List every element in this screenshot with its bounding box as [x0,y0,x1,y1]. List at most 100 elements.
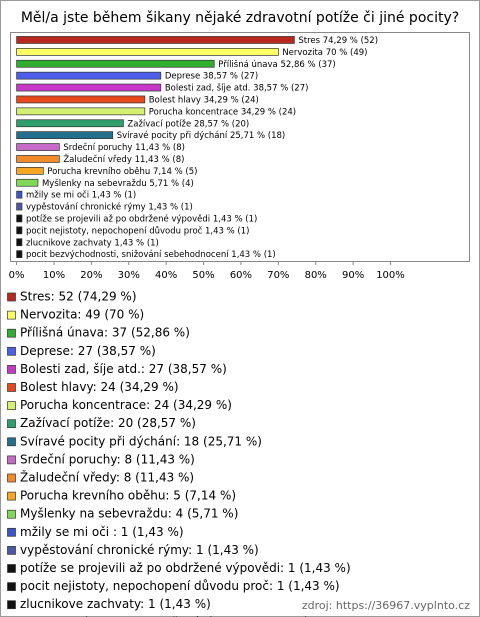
category-label: Myšlenky na sebevraždu [42,177,147,188]
bar-label: Stres 74,29 % (52) [298,35,378,45]
legend-swatch [7,401,16,410]
category-label: Porucha krevního oběhu [47,166,150,176]
value-label: 74,29 % (52) [323,35,378,45]
legend-swatch [7,328,16,338]
value-label: 1,43 % (1) [92,190,136,200]
bar-label: Porucha krevního oběhu 7,14 % (5) [47,166,197,176]
bar [16,250,23,258]
value-label: 11,43 % (8) [135,154,185,164]
value-label: 38,57 % (27) [253,83,308,93]
bar [16,226,23,235]
x-tick-label: 10% [43,270,65,281]
bar [16,155,60,163]
value-label: 1,43 % (1) [148,202,192,212]
bar [16,214,23,223]
x-tick-label: 60% [230,270,252,281]
plot-area [10,32,470,262]
legend-swatch [7,527,16,537]
legend-swatch [7,310,16,320]
value-label: 1,43 % (1) [114,238,158,248]
x-tick-label: 0% [9,270,25,281]
bar [16,167,44,175]
bar [16,119,124,128]
category-label: Žaludeční vředy [63,152,132,164]
legend-swatch [7,473,16,483]
bar [16,36,295,44]
legend-swatch [7,564,16,573]
bar-label: Žaludeční vředy 11,43 % (8) [63,152,184,164]
bar-label: potíže se projevili až po obdržené výpov… [26,213,257,224]
bar-label: Svíravé pocity při dýchání 25,71 % (18) [117,130,286,141]
bar-label: Bolesti zad, šíje atd. 38,57 % (27) [165,82,309,93]
legend-swatch [7,509,16,519]
bar-label: pocit nejistoty, nepochopení důvodu proč… [26,225,250,236]
legend-label: zlucnikove zachvaty: 1 (1,43 %) [20,597,211,611]
value-label: 25,71 % (18) [230,131,285,141]
legend-swatch [7,437,16,447]
bar [16,95,146,104]
value-label: 7,14 % (5) [153,166,197,176]
legend-swatch [7,546,16,555]
value-label: 11,43 % (8) [135,143,185,153]
value-label: 38,57 % (27) [203,71,258,81]
bar-label: pocit bezvýchodnosti, snižování sebehodn… [26,250,276,260]
category-label: pocit nejistoty, nepochopení důvodu proč [26,225,203,236]
legend-label: Bolest hlavy: 24 (34,29 %) [20,380,179,394]
value-label: 34,29 % (24) [204,95,259,105]
category-label: pocit bezvýchodnosti, snižování sebehodn… [26,250,229,260]
legend-label: mžily se mi oči : 1 (1,43 %) [20,525,184,539]
value-label: 5,71 % (4) [149,178,193,188]
x-tick-label: 90% [342,270,364,281]
legend-label: Nervozita: 49 (70 %) [20,308,144,322]
x-tick-label: 80% [305,270,327,281]
bar-label: zlucnikove zachvaty 1,43 % (1) [26,238,159,248]
category-label: Deprese [165,71,200,81]
value-label: 1,43 % (1) [205,226,249,236]
legend-label: Zažívací potíže: 20 (28,57 %) [20,416,196,430]
x-tick-label: 40% [155,270,177,281]
bar-label: Porucha koncentrace 34,29 % (24) [149,107,296,117]
legend-label: Porucha koncentrace: 24 (34,29 %) [20,398,232,412]
legend-label: pocit bezvýchodnosti, snižování sebehodn… [20,615,377,617]
category-label: Zažívací potíže [127,119,191,129]
bar [16,107,146,116]
category-label: Stres [298,35,320,45]
category-label: Bolesti zad, šíje atd. [165,82,251,93]
legend-label: Bolesti zad, šíje atd.: 27 (38,57 %) [20,362,227,376]
x-tick-label: 100% [376,270,405,281]
bar-label: Bolest hlavy 34,29 % (24) [149,95,259,105]
bar-label: Přílišná únava 52,86 % (37) [218,58,335,69]
legend-label: Srdeční poruchy: 8 (11,43 %) [20,452,195,466]
legend-label: Žaludeční vředy: 8 (11,43 %) [20,470,194,485]
category-label: mžily se mi oči [26,189,89,200]
category-label: Srdeční poruchy [63,142,132,153]
category-label: Bolest hlavy [149,95,201,105]
legend-swatch [7,491,16,501]
x-tick-label: 30% [118,270,140,281]
bar [16,178,39,187]
legend-swatch [7,383,16,392]
legend-swatch [7,292,16,302]
category-label: Svíravé pocity při dýchání [117,130,228,141]
bar-label: mžily se mi oči 1,43 % (1) [26,189,136,200]
category-label: Přílišná únava [218,58,278,69]
bar [16,83,162,92]
bar [16,131,114,139]
legend-label: potíže se projevili až po obdržené výpov… [20,561,351,575]
value-label: 34,29 % (24) [241,107,296,117]
category-label: Nervozita [282,47,323,57]
bar [16,59,215,68]
bar-label: Myšlenky na sebevraždu 5,71 % (4) [42,177,194,188]
bar-label: Zažívací potíže 28,57 % (20) [127,119,249,129]
category-label: zlucnikove zachvaty [26,238,112,248]
bar-label: vypěstování chronické rýmy 1,43 % (1) [26,201,193,212]
legend-swatch [7,346,16,356]
legend-label: Stres: 52 (74,29 %) [20,290,137,304]
bar [16,47,279,56]
x-tick-label: 70% [267,270,289,281]
legend-label: Svíravé pocity při dýchání: 18 (25,71 %) [20,434,262,448]
bar [16,71,162,80]
legend-label: Myšlenky na sebevraždu: 4 (5,71 %) [20,507,238,521]
legend-swatch [7,419,16,429]
source: zdroj: https://36967.vyplnto.cz [302,599,470,612]
